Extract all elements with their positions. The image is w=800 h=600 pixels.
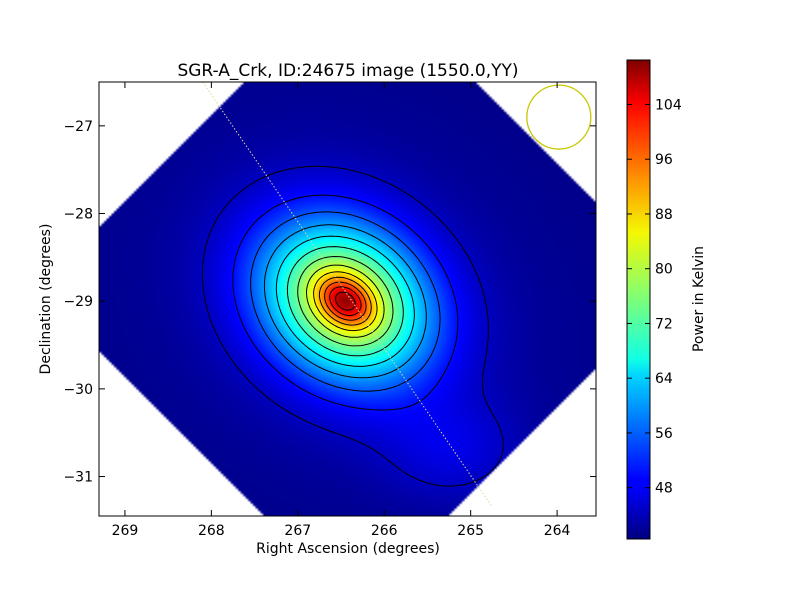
x-tick-label: 267 [284, 523, 311, 539]
contour-level-55 [250, 211, 441, 392]
colorbar-tick-label: 48 [655, 481, 673, 497]
contour-level-80 [306, 264, 385, 338]
contour-level-105 [335, 291, 356, 311]
y-tick-label: −30 [63, 382, 93, 398]
colorbar-tick-label: 96 [655, 152, 673, 168]
x-axis-ticks: 269 268 267 266 265 264 [112, 82, 571, 539]
contour-level-100 [329, 286, 362, 317]
contour-level-70 [286, 246, 404, 357]
x-tick-label: 265 [457, 523, 484, 539]
contour-level-90 [318, 276, 372, 326]
heatmap-image [99, 82, 596, 516]
x-axis-label: Right Ascension (degrees) [256, 541, 440, 557]
contour-level-50 [232, 194, 459, 411]
colorbar: 48 56 64 72 80 88 96 104 Power in Kelvin [626, 59, 707, 540]
y-tick-label: −28 [63, 207, 93, 223]
colorbar-tick-label: 88 [655, 207, 673, 223]
colorbar-tick-label: 56 [655, 426, 673, 442]
x-tick-label: 264 [544, 523, 571, 539]
y-axis-ticks: −27 −28 −29 −30 −31 [63, 119, 596, 486]
y-axis-label: Declination (degrees) [38, 224, 54, 375]
contour-level-60 [263, 224, 427, 379]
contour-level-85 [313, 271, 378, 332]
contour-level-45 [201, 165, 504, 487]
colorbar-ticks: 48 56 64 72 80 88 96 104 [627, 97, 682, 497]
colorbar-gradient [626, 59, 651, 540]
x-tick-label: 269 [112, 523, 139, 539]
colorbar-tick-label: 80 [655, 262, 673, 278]
colorbar-tick-label: 72 [655, 316, 673, 332]
beam-circle [526, 84, 592, 150]
plot-area: 269 268 267 266 265 264 −27 −28 −29 −30 −31 [63, 81, 597, 539]
colorbar-label: Power in Kelvin [691, 246, 707, 352]
contour-level-75 [297, 256, 394, 347]
contour-level-95 [324, 281, 367, 321]
y-tick-label: −29 [63, 294, 93, 310]
x-tick-label: 268 [198, 523, 225, 539]
plot-frame [98, 81, 597, 517]
colorbar-tick-label: 64 [655, 371, 673, 387]
contour-lines [201, 165, 504, 487]
chart-title: SGR-A_Crk, ID:24675 image (1550.0,YY) [177, 61, 518, 81]
contour-level-65 [275, 235, 415, 367]
y-tick-label: −27 [63, 119, 93, 135]
y-tick-label: −31 [63, 470, 93, 486]
x-tick-label: 266 [371, 523, 398, 539]
colorbar-tick-label: 104 [655, 97, 682, 113]
